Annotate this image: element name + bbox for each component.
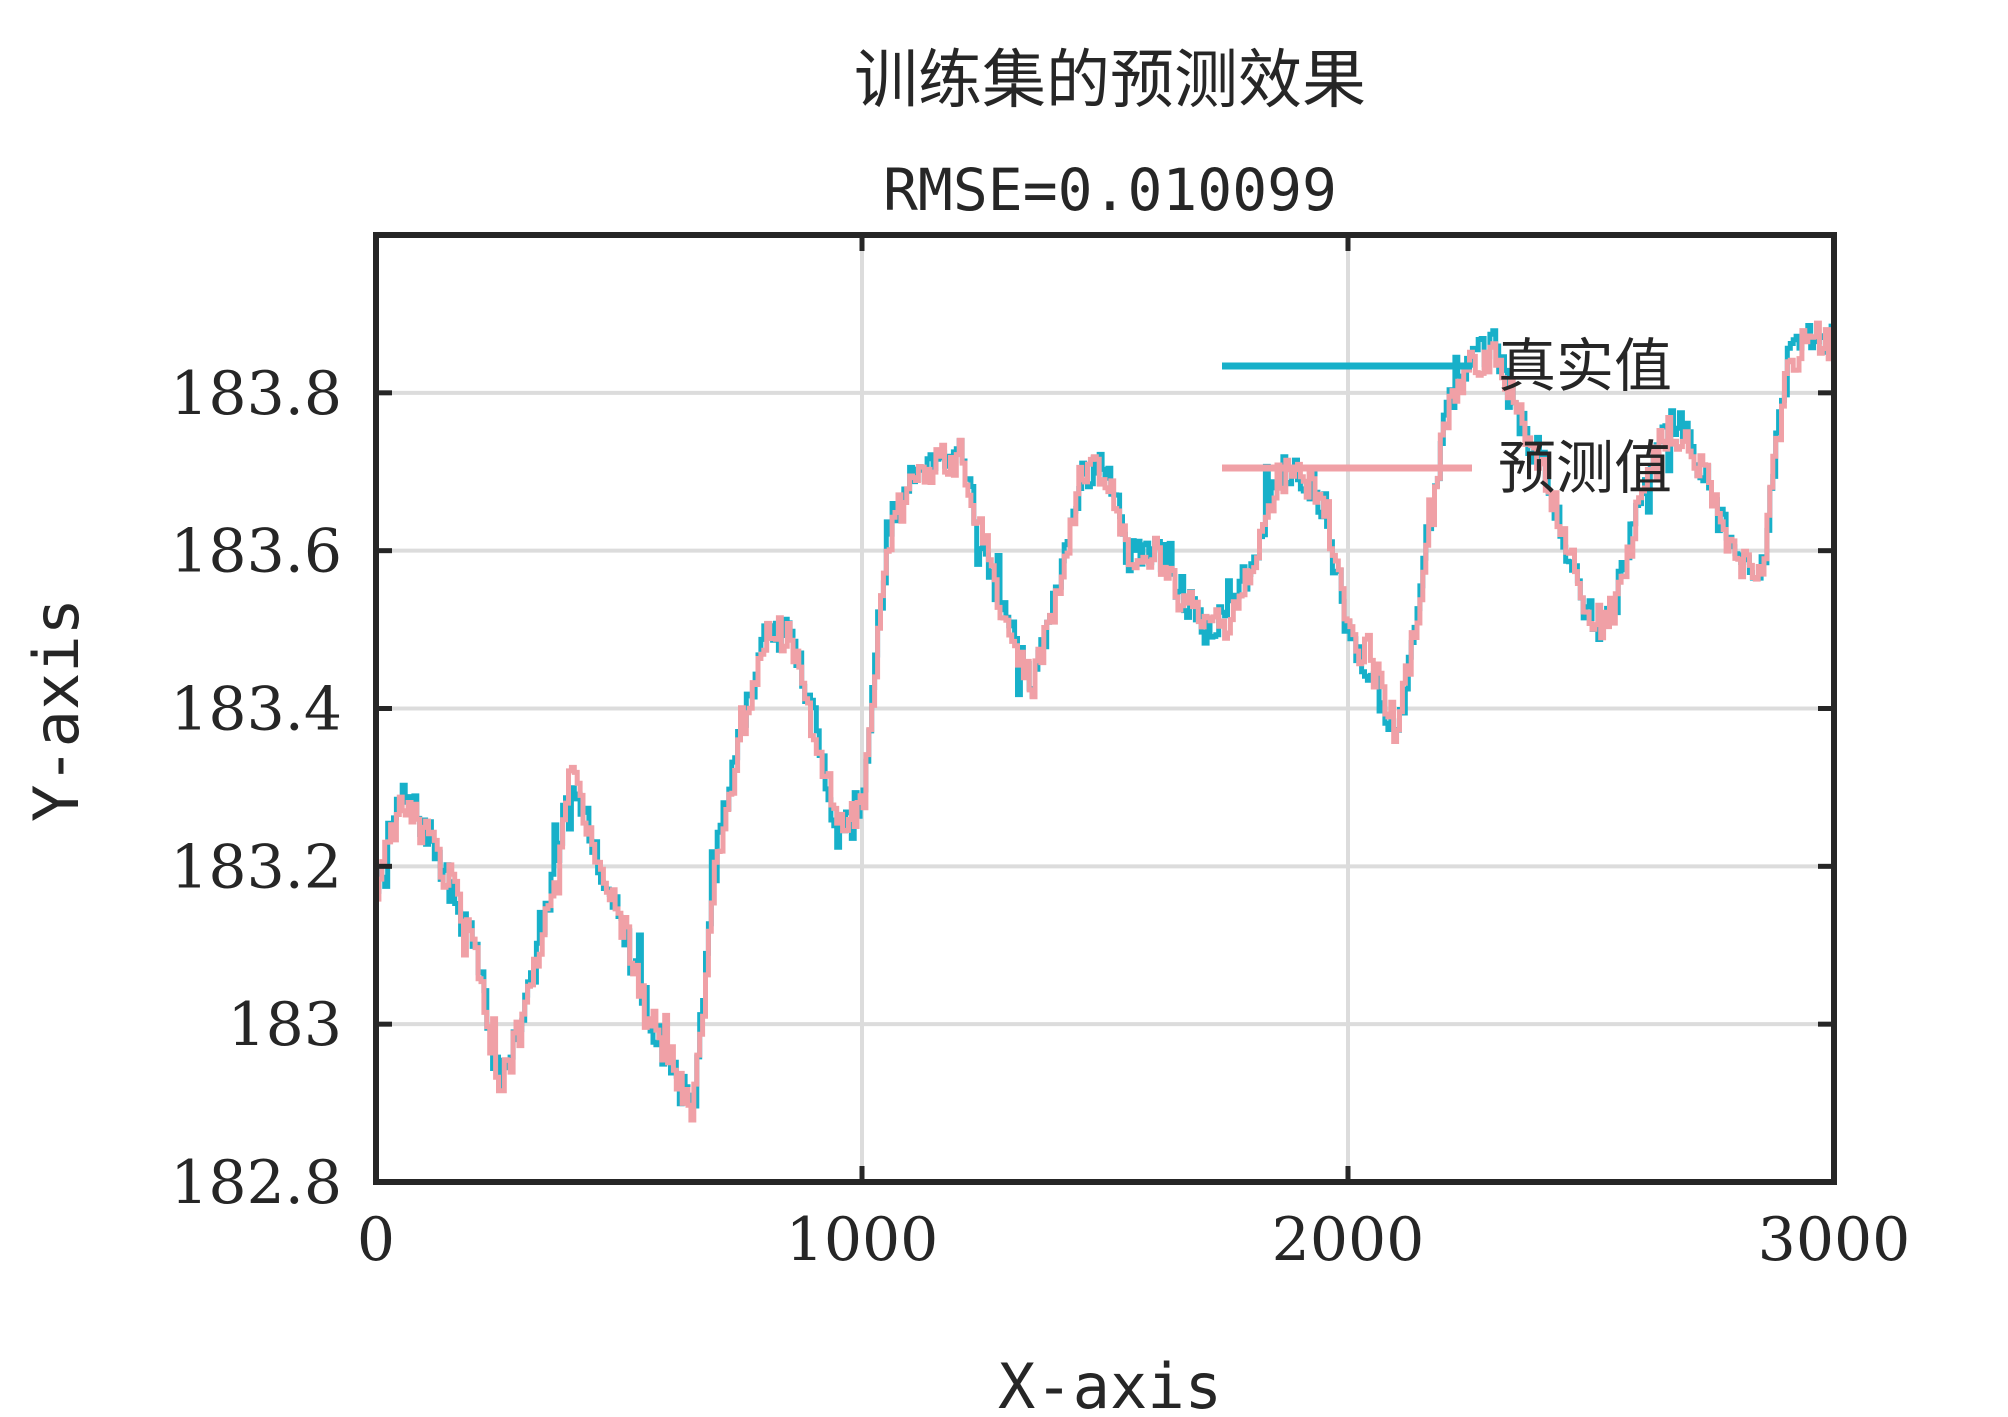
x-tick-label: 2000	[1272, 1205, 1425, 1275]
y-tick-label: 182.8	[170, 1148, 342, 1218]
y-tick-label: 183.2	[170, 832, 342, 902]
y-tick-label: 183	[227, 990, 342, 1060]
y-tick-label: 183.8	[170, 359, 342, 429]
chart-subtitle: RMSE=0.010099	[883, 156, 1337, 224]
x-tick-label: 3000	[1758, 1205, 1911, 1275]
chart-title: 训练集的预测效果	[854, 44, 1366, 118]
x-axis-label: X-axis	[998, 1350, 1222, 1417]
x-tick-label: 1000	[786, 1205, 939, 1275]
y-tick-label: 183.6	[170, 517, 342, 587]
y-axis-label: Y-axis	[20, 598, 93, 822]
y-tick-label: 183.4	[170, 675, 342, 745]
legend-label-predicted: 预测值	[1498, 434, 1672, 502]
legend-label-actual: 真实值	[1498, 332, 1672, 400]
x-tick-label: 0	[357, 1205, 395, 1275]
